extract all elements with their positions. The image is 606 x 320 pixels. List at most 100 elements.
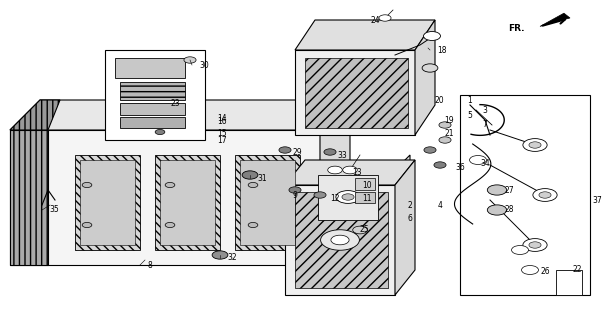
Text: 8: 8 <box>147 260 152 269</box>
Text: 36: 36 <box>455 163 465 172</box>
Text: 23: 23 <box>170 99 180 108</box>
Text: 5: 5 <box>467 110 472 119</box>
Circle shape <box>328 166 342 174</box>
Text: 12: 12 <box>330 194 340 203</box>
Text: 11: 11 <box>362 194 371 203</box>
Polygon shape <box>540 13 570 27</box>
Circle shape <box>424 32 441 41</box>
Circle shape <box>336 191 360 204</box>
Polygon shape <box>235 155 300 250</box>
Circle shape <box>529 242 541 248</box>
Text: 17: 17 <box>218 135 227 145</box>
Polygon shape <box>395 160 415 295</box>
Polygon shape <box>285 185 395 295</box>
Text: 7: 7 <box>482 119 487 129</box>
Polygon shape <box>305 58 408 128</box>
Polygon shape <box>160 160 215 245</box>
Circle shape <box>165 222 175 228</box>
Text: 34: 34 <box>481 158 490 167</box>
Text: FR.: FR. <box>508 23 525 33</box>
Text: 10: 10 <box>362 180 372 189</box>
Text: 35: 35 <box>49 205 59 214</box>
Polygon shape <box>115 58 185 78</box>
Text: 24: 24 <box>370 15 380 25</box>
Text: 31: 31 <box>258 173 267 182</box>
Circle shape <box>184 57 196 63</box>
Text: 1: 1 <box>467 95 472 105</box>
Polygon shape <box>120 103 185 115</box>
Text: 13: 13 <box>352 167 362 177</box>
Circle shape <box>523 139 547 151</box>
Text: 6: 6 <box>407 213 412 222</box>
Circle shape <box>523 239 547 252</box>
Text: 20: 20 <box>435 95 444 105</box>
Circle shape <box>165 182 175 188</box>
Polygon shape <box>380 155 410 285</box>
Polygon shape <box>460 95 590 295</box>
Circle shape <box>289 187 301 193</box>
Circle shape <box>439 122 451 128</box>
Polygon shape <box>320 100 350 265</box>
Circle shape <box>242 171 258 179</box>
Text: 18: 18 <box>438 45 447 54</box>
Circle shape <box>343 166 358 174</box>
Polygon shape <box>10 130 48 265</box>
Text: 15: 15 <box>218 129 227 138</box>
Polygon shape <box>10 100 350 130</box>
Circle shape <box>379 15 391 21</box>
Polygon shape <box>285 160 415 185</box>
Text: 16: 16 <box>218 116 227 125</box>
Circle shape <box>470 156 487 164</box>
Text: 32: 32 <box>227 253 237 262</box>
Text: 26: 26 <box>541 268 550 276</box>
Circle shape <box>422 64 438 72</box>
Circle shape <box>353 226 367 234</box>
Polygon shape <box>295 192 388 288</box>
Polygon shape <box>105 50 205 140</box>
Text: 37: 37 <box>592 196 602 204</box>
Circle shape <box>487 205 507 215</box>
Text: 22: 22 <box>572 266 582 275</box>
Circle shape <box>439 137 451 143</box>
Circle shape <box>82 182 92 188</box>
Text: 21: 21 <box>444 129 454 138</box>
Circle shape <box>82 222 92 228</box>
Circle shape <box>424 147 436 153</box>
Circle shape <box>533 188 557 201</box>
Circle shape <box>522 266 539 275</box>
Text: 30: 30 <box>199 60 209 69</box>
Polygon shape <box>10 100 60 130</box>
Polygon shape <box>120 117 185 128</box>
Circle shape <box>342 194 354 200</box>
Polygon shape <box>80 160 135 245</box>
Circle shape <box>331 235 349 245</box>
Polygon shape <box>240 160 295 245</box>
Circle shape <box>279 147 291 153</box>
Polygon shape <box>415 20 435 135</box>
Text: 2: 2 <box>407 201 412 210</box>
Circle shape <box>529 142 541 148</box>
Circle shape <box>511 245 528 254</box>
Circle shape <box>434 162 446 168</box>
Polygon shape <box>556 270 582 295</box>
Text: 33: 33 <box>338 150 347 159</box>
Circle shape <box>324 149 336 155</box>
Text: 29: 29 <box>292 148 302 156</box>
Text: 3: 3 <box>482 106 487 115</box>
Polygon shape <box>295 50 415 135</box>
Polygon shape <box>355 192 375 203</box>
Polygon shape <box>155 155 220 250</box>
Text: 9: 9 <box>292 190 297 199</box>
Circle shape <box>539 192 551 198</box>
Polygon shape <box>355 178 375 190</box>
Text: 14: 14 <box>218 114 227 123</box>
Circle shape <box>321 230 359 250</box>
Text: 27: 27 <box>504 186 514 195</box>
Circle shape <box>248 182 258 188</box>
Polygon shape <box>318 175 378 220</box>
Text: 28: 28 <box>504 205 514 214</box>
Polygon shape <box>295 20 435 50</box>
Circle shape <box>155 130 165 135</box>
Text: 19: 19 <box>444 116 454 124</box>
Text: 4: 4 <box>438 201 442 210</box>
